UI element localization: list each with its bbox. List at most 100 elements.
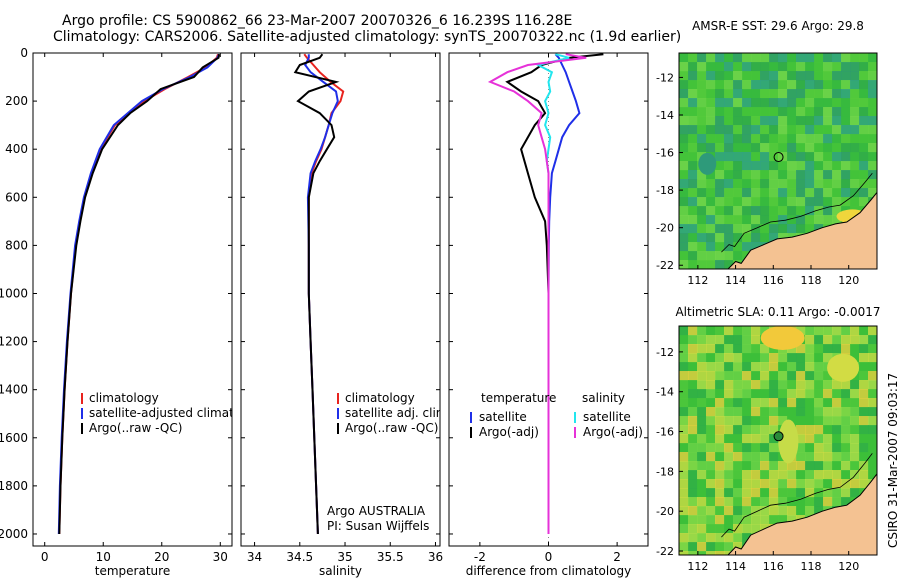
sla-map-cell — [724, 524, 734, 534]
sla-map-xtick-label: 118 — [801, 560, 822, 573]
sla-map-cell — [715, 551, 725, 555]
sla-map-cell — [805, 470, 815, 480]
sst-map-cell — [805, 71, 815, 81]
sla-map-cell — [868, 344, 877, 354]
sst-map-cell — [715, 134, 725, 144]
sla-map-cell — [724, 335, 734, 345]
sla-map-cell — [679, 425, 689, 435]
sla-map-cell — [751, 416, 761, 426]
sst-map-cell — [805, 170, 815, 180]
sst-map-cell — [715, 53, 725, 63]
sla-map-cell — [823, 344, 833, 354]
sla-map-cell — [724, 470, 734, 480]
sla-map-cell — [688, 380, 698, 390]
sst-map-cell — [859, 125, 869, 135]
sst-map-cell — [679, 71, 689, 81]
sla-map-cell — [814, 452, 824, 462]
sst-map-cell — [706, 71, 716, 81]
sst-map-cell — [733, 116, 743, 126]
sla-map-cell — [778, 416, 788, 426]
sst-map-cell — [823, 53, 833, 63]
sst-map-cell — [724, 197, 734, 207]
sla-map-cell — [697, 524, 707, 534]
sla-map-cell — [823, 470, 833, 480]
sst-map-cell — [679, 125, 689, 135]
sla-map-cell — [760, 470, 770, 480]
sst-map-cell — [697, 170, 707, 180]
sla-map-cell — [706, 488, 716, 498]
sst-map-cell — [751, 71, 761, 81]
sst-map-cell — [814, 170, 824, 180]
sst-map-cell — [787, 71, 797, 81]
sla-map-cell — [805, 344, 815, 354]
sst-map-cell — [778, 197, 788, 207]
sst-map-cell — [868, 170, 877, 180]
difference-line-salinity-satellite — [535, 53, 570, 534]
sst-map-cell — [760, 188, 770, 198]
sst-map-cell — [751, 242, 761, 252]
sst-map-cell — [760, 98, 770, 108]
sst-map-cell — [706, 215, 716, 225]
sla-map-cell — [688, 326, 698, 336]
sla-map-cell — [832, 461, 842, 471]
sst-map-cell — [688, 215, 698, 225]
sla-map-cell — [733, 353, 743, 363]
sla-map-cell — [751, 398, 761, 408]
sla-map-cell — [742, 398, 752, 408]
sst-map-cell — [688, 188, 698, 198]
sst-map-cell — [751, 233, 761, 243]
sla-map-cell — [760, 416, 770, 426]
sla-map-cell — [697, 371, 707, 381]
sla-map-cell — [715, 371, 725, 381]
sla-map-cell — [688, 452, 698, 462]
sla-map-cell — [823, 452, 833, 462]
sla-map-cell — [805, 335, 815, 345]
sla-map-cell — [742, 380, 752, 390]
sst-map-cell — [859, 62, 869, 72]
sst-map-cell — [787, 143, 797, 153]
sst-map-cell — [715, 107, 725, 117]
sla-map-cell — [850, 425, 860, 435]
sst-map-ytick-label: -20 — [656, 222, 674, 235]
sst-map-cell — [778, 116, 788, 126]
sst-map-land — [727, 191, 877, 269]
sst-map-ytick-label: -16 — [656, 147, 674, 160]
sst-map-cell — [832, 197, 842, 207]
sst-map-cell — [832, 188, 842, 198]
sst-map-cell — [805, 197, 815, 207]
sla-map-cell — [679, 479, 689, 489]
sla-map-cell — [706, 506, 716, 516]
sla-map-ytick-label: -16 — [656, 426, 674, 439]
sla-map-cell — [796, 371, 806, 381]
depth-tick-label: 400 — [5, 142, 28, 156]
sla-map-cell — [787, 371, 797, 381]
sla-map-cell — [715, 362, 725, 372]
sla-map-cell — [742, 335, 752, 345]
sst-map-cell — [805, 116, 815, 126]
sla-map-cell — [769, 479, 779, 489]
sla-map-cell — [796, 362, 806, 372]
sla-map-cell — [679, 470, 689, 480]
sla-map-cell — [742, 362, 752, 372]
sla-map-cell — [850, 398, 860, 408]
sla-map-cell — [760, 344, 770, 354]
sst-map-cell — [796, 125, 806, 135]
sst-map-cell — [724, 260, 734, 269]
sla-map-xtick-label: 120 — [838, 560, 859, 573]
sst-map-cell — [733, 107, 743, 117]
sst-map-cell — [769, 224, 779, 234]
sla-map-cell — [787, 407, 797, 417]
sla-map-cell — [769, 416, 779, 426]
sla-map-cell — [679, 434, 689, 444]
sla-map-cell — [706, 353, 716, 363]
salinity-series-group — [293, 53, 345, 535]
sst-map-cell — [697, 188, 707, 198]
sst-map-cell — [778, 143, 788, 153]
sla-map-cell — [697, 380, 707, 390]
sst-map-cell — [733, 53, 743, 63]
sla-map-cell — [796, 434, 806, 444]
sst-map-cell — [679, 161, 689, 171]
sst-map-cell — [814, 62, 824, 72]
sla-ridge — [778, 419, 799, 464]
sst-map-cell — [742, 62, 752, 72]
